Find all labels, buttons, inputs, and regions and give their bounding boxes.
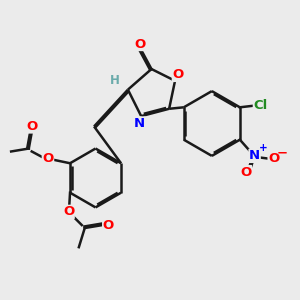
Text: O: O	[26, 120, 38, 133]
Text: +: +	[259, 142, 268, 153]
Text: O: O	[134, 38, 145, 50]
Text: Cl: Cl	[254, 99, 268, 112]
Text: O: O	[240, 166, 251, 178]
Text: H: H	[110, 74, 120, 87]
Text: N: N	[134, 117, 145, 130]
Text: O: O	[268, 152, 279, 165]
Text: O: O	[172, 68, 184, 81]
Text: N: N	[249, 149, 260, 162]
Text: O: O	[63, 205, 74, 218]
Text: −: −	[276, 146, 288, 159]
Text: O: O	[103, 219, 114, 232]
Text: O: O	[42, 152, 54, 165]
